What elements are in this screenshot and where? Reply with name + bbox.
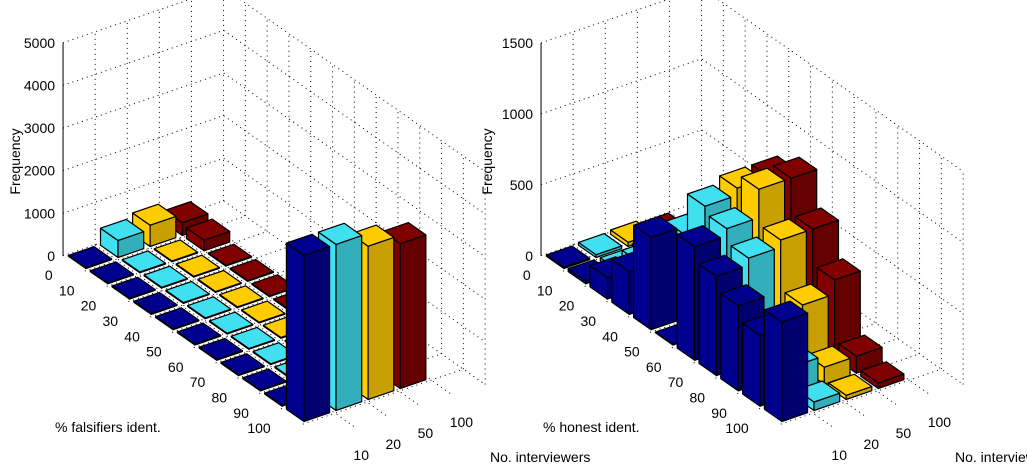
y-tick-label: 20: [386, 436, 402, 452]
bar: [230, 326, 276, 350]
x-tick-label: 10: [59, 282, 75, 298]
z-tick-label: 1000: [502, 106, 533, 122]
x-tick-label: 100: [247, 420, 271, 436]
y-tick-label: 50: [896, 425, 912, 441]
y-axis-label: No. interviewers: [490, 449, 590, 465]
bar: [176, 322, 222, 346]
bar: [220, 353, 265, 377]
x-tick-label: 50: [146, 344, 162, 360]
x-tick-label: 20: [559, 298, 575, 314]
bar: [143, 265, 188, 289]
bar: [121, 250, 167, 274]
z-tick-label: 0: [525, 248, 533, 264]
bar: [838, 334, 883, 374]
z-axis-label: Frequency: [7, 128, 23, 194]
x-tick-label: 50: [624, 344, 640, 360]
bar: [545, 245, 591, 270]
x-tick-label: 40: [602, 328, 618, 344]
x-tick-label: 30: [103, 313, 119, 329]
x-tick-label: 20: [81, 298, 97, 314]
x-tick-label: 40: [124, 328, 140, 344]
bar: [197, 269, 242, 293]
x-tick-label: 10: [537, 282, 553, 298]
bar: [860, 361, 905, 390]
y-axis-label: No. interviewers: [955, 449, 1027, 465]
bar: [187, 296, 232, 320]
chart-panel-2: 0500100015000102030405060708090100102050…: [479, 0, 1027, 465]
bar: [241, 300, 286, 324]
bar: [185, 218, 231, 252]
bar: [89, 261, 134, 285]
y-tick-label: 100: [450, 414, 474, 430]
x-tick-label: 90: [711, 405, 727, 421]
z-tick-label: 500: [510, 177, 534, 193]
z-tick-label: 1500: [502, 35, 533, 51]
z-tick-label: 4000: [24, 77, 55, 93]
x-tick-label: 30: [581, 313, 597, 329]
bar: [133, 291, 178, 315]
x-tick-label: 60: [646, 359, 662, 375]
x-tick-label: 70: [668, 374, 684, 390]
x-tick-label: 80: [690, 390, 706, 406]
bar: [155, 307, 200, 331]
bar: [208, 311, 254, 335]
x-tick-label: 90: [233, 405, 249, 421]
x-axis-label: % honest ident.: [543, 419, 640, 435]
bar: [132, 203, 177, 248]
y-tick-label: 10: [353, 447, 369, 463]
bar: [219, 285, 264, 309]
bar: [153, 239, 199, 263]
y-tick-label: 10: [831, 447, 847, 463]
x-tick-label: 60: [168, 359, 184, 375]
bar: [99, 218, 145, 259]
bar: [207, 243, 253, 267]
bar: [242, 368, 287, 392]
z-tick-label: 2000: [24, 163, 55, 179]
x-tick-label: 80: [212, 390, 228, 406]
y-tick-label: 20: [864, 436, 880, 452]
x-tick-label: 70: [190, 374, 206, 390]
z-tick-label: 3000: [24, 120, 55, 136]
x-tick-label: 100: [725, 420, 749, 436]
bar: [198, 337, 243, 361]
z-tick-label: 1000: [24, 205, 55, 221]
bar: [175, 254, 220, 278]
bar: [229, 258, 274, 282]
bar: [111, 276, 156, 300]
z-tick-label: 5000: [24, 35, 55, 51]
bar: [285, 233, 331, 423]
x-axis-label: % falsifiers ident.: [55, 419, 161, 435]
y-tick-label: 50: [418, 425, 434, 441]
z-tick-label: 0: [47, 248, 55, 264]
x-tick-label: 0: [45, 267, 53, 283]
chart-panel-1: 0100020003000400050000102030405060708090…: [7, 0, 590, 465]
x-tick-label: 0: [523, 267, 531, 283]
y-tick-label: 100: [928, 414, 952, 430]
bar: [67, 246, 113, 270]
bar: [632, 215, 678, 331]
z-axis-label: Frequency: [479, 128, 495, 194]
bar: [577, 233, 623, 259]
bar: [165, 280, 210, 304]
bar: [763, 300, 809, 423]
